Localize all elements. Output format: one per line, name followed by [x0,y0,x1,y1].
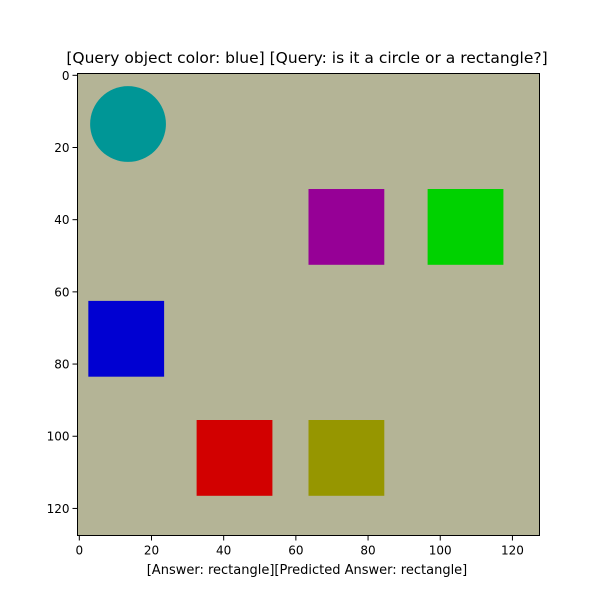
y-tick-label: 100 [47,430,70,444]
y-tick-label: 40 [54,213,69,227]
y-tick-label: 120 [47,502,70,516]
x-tick-label: 100 [429,544,452,558]
y-tick-label: 20 [54,141,69,155]
green-square [427,189,504,265]
shapes-layer [88,86,504,496]
x-axis-ticks: 0 20 40 60 80 100 120 [75,535,524,558]
x-tick-label: 40 [216,544,231,558]
y-tick-label: 0 [62,69,70,83]
axes-frame [77,73,540,536]
x-tick-label: 120 [501,544,524,558]
figure-title: [Query object color: blue] [Query: is it… [66,49,547,67]
y-tick-label: 80 [54,358,69,372]
image-axes: 0 20 40 60 80 100 120 0 20 40 60 80 100 120 [47,69,540,558]
purple-square [308,189,385,265]
x-axis-label: [Answer: rectangle][Predicted Answer: re… [147,563,468,578]
blue-square [88,300,165,377]
olive-square [308,420,385,496]
y-axis-ticks: 0 20 40 60 80 100 120 [47,69,78,516]
x-tick-label: 80 [360,544,375,558]
x-tick-label: 60 [288,544,303,558]
y-tick-label: 60 [54,285,69,299]
teal-circle [90,86,166,162]
x-tick-label: 20 [144,544,159,558]
x-tick-label: 0 [75,544,83,558]
red-square [196,420,273,496]
